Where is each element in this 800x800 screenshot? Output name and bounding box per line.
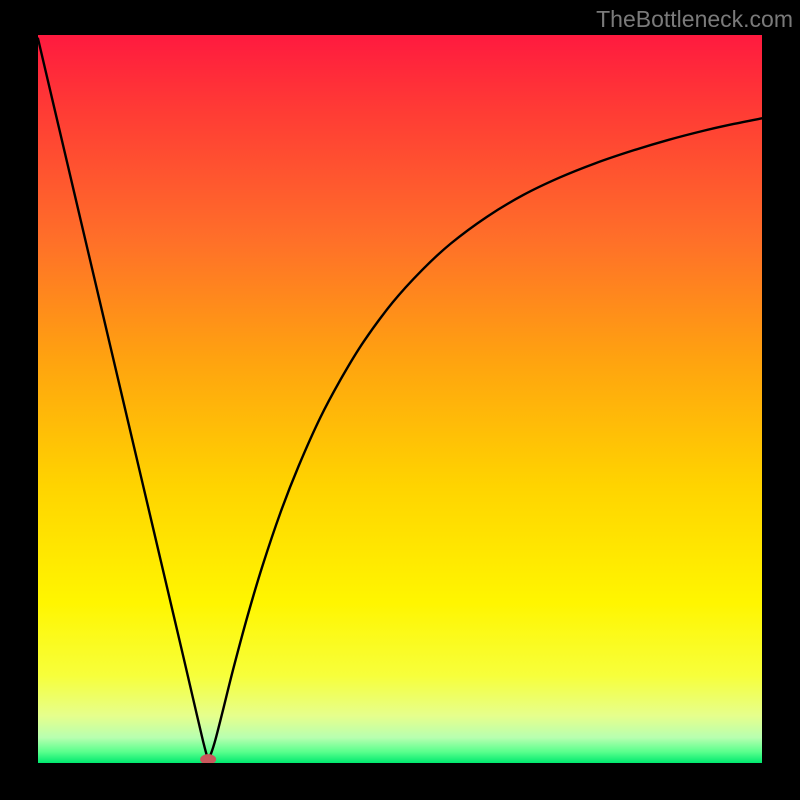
bottleneck-chart: TheBottleneck.com xyxy=(0,0,800,800)
frame-right xyxy=(762,0,800,800)
frame-left xyxy=(0,0,38,800)
frame-bottom xyxy=(0,763,800,800)
watermark-text: TheBottleneck.com xyxy=(596,6,793,32)
